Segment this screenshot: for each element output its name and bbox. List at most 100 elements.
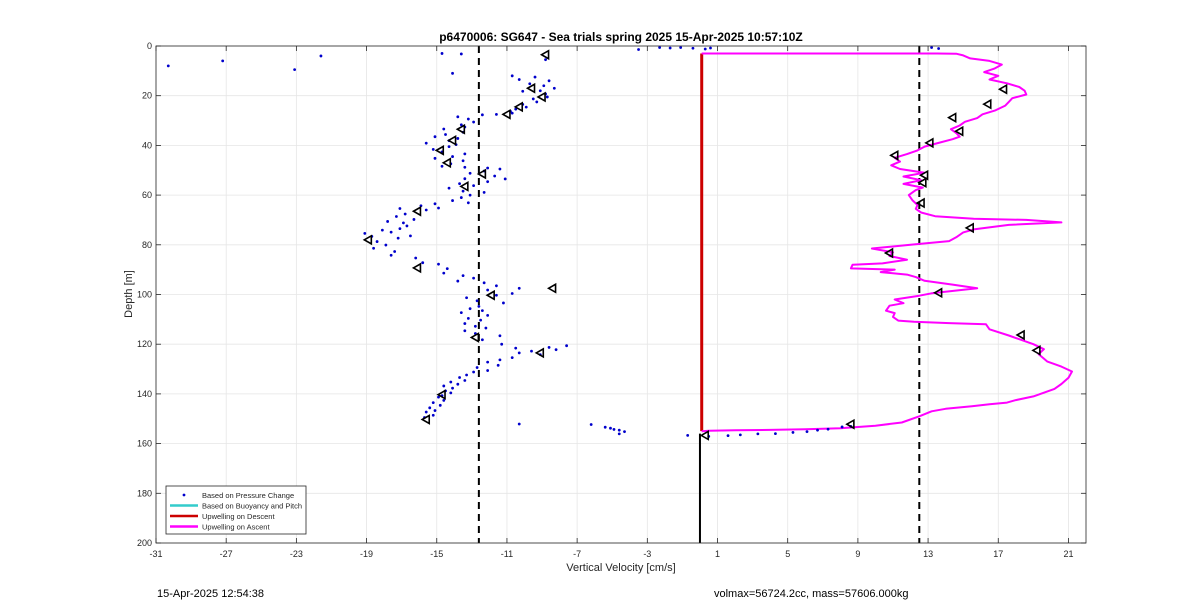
triangle-marker [436,389,446,401]
pressure-change-point [451,386,454,390]
pressure-change-point [456,382,460,386]
pressure-change-point [738,433,742,437]
y-tick-label: 40 [142,140,152,150]
pressure-change-point [465,296,468,300]
pressure-change-point [398,227,402,231]
pressure-change-point [451,199,454,202]
pressure-change-point [444,133,447,136]
pressure-change-point [459,52,463,56]
legend-label: Upwelling on Descent [202,512,275,521]
pressure-change-point [428,406,432,410]
chart-title: p6470006: SG647 - Sea trials spring 2025… [439,30,803,44]
pressure-change-point [726,434,730,438]
pressure-change-point [937,47,941,50]
x-tick-label: -23 [290,549,303,559]
axis-ticks: -31 -27 -23 -19 -15 -11 -7 -3 1 5 9 13 17 21020406080… [137,41,1086,559]
y-axis-label: Depth [m] [123,270,135,318]
triangle-marker [997,83,1008,95]
pressure-change-point [495,293,498,297]
pressure-change-point [389,253,393,257]
pressure-change-point [437,206,440,210]
triangle-marker [932,287,943,299]
pressure-change-point [394,215,398,218]
pressure-change-point [437,262,440,266]
pressure-change-point [466,201,470,205]
pressure-change-point [380,228,384,232]
pressure-change-point [463,379,467,382]
y-tick-label: 60 [142,190,152,200]
pressure-change-point [554,348,558,352]
triangle-marker [485,289,495,301]
pressure-change-point [463,165,467,169]
x-tick-label: -15 [430,549,443,559]
pressure-change-point [433,202,437,206]
pressure-change-point [384,243,388,247]
triangle-marker [534,347,545,359]
x-axis-label: Vertical Velocity [cm/s] [566,562,675,574]
pressure-change-point [686,433,690,437]
pressure-change-point [703,47,707,51]
pressure-change-point [433,409,437,412]
pressure-change-point [486,313,490,317]
pressure-change-point [461,159,465,163]
pressure-change-point [451,155,454,158]
pressure-change-point [603,425,607,429]
pressure-change-point [517,286,521,290]
pressure-change-point [756,432,760,436]
triangle-marker [845,418,855,430]
triangle-marker [883,247,894,259]
triangle-marker [924,137,934,149]
pressure-change-point [658,46,662,49]
triangle-marker [525,82,536,94]
pressure-change-point [486,166,490,170]
pressure-change-point [442,398,446,402]
pressure-change-point [691,46,695,50]
pressure-change-point [463,322,467,325]
pressure-change-point [431,413,435,417]
pressure-change-point [679,46,683,49]
triangle-marker [1015,329,1025,341]
x-tick-label: 13 [923,549,933,559]
pressure-change-point [498,167,502,171]
triangle-marker [915,197,925,209]
pressure-change-point [498,358,502,362]
pressure-change-point [565,344,569,348]
y-tick-label: 180 [137,488,152,498]
y-tick-label: 0 [147,41,152,51]
triangle-marker [411,262,422,274]
pressure-change-point [414,256,418,260]
pressure-change-point [463,177,467,181]
triangle-marker [889,149,899,161]
triangle-marker [434,144,445,156]
triangle-marker [917,177,927,189]
triangle-marker [476,168,487,180]
footer-mass-info: volmax=56724.2cc, mass=57606.000kg [714,588,909,600]
pressure-change-point [517,351,521,355]
ascent-upwelling-line [701,52,1073,433]
y-tick-label: 80 [142,240,152,250]
pressure-change-point [461,189,465,193]
pressure-change-point [433,156,437,160]
triangle-marker [546,282,557,294]
triangle-marker [918,169,929,181]
pressure-change-point [531,97,535,101]
pressure-change-point [496,363,500,367]
y-tick-label: 20 [142,91,152,101]
pressure-change-point [468,307,472,311]
pressure-change-point [617,428,621,432]
pressure-change-point [484,326,488,330]
triangle-marker [455,123,466,135]
pressure-change-point [466,117,470,121]
pressure-change-point [609,426,612,430]
pressure-change-point [442,127,446,131]
x-tick-label: -19 [360,549,373,559]
pressure-change-point [386,220,390,223]
pressure-change-point [480,338,484,342]
triangle-marker [459,181,469,192]
x-tick-label: -3 [643,549,651,559]
pressure-change-point [547,346,551,349]
pressure-change-point [480,113,484,117]
y-tick-label: 100 [137,290,152,300]
pressure-change-point [510,292,514,295]
pressure-change-point [431,401,435,404]
